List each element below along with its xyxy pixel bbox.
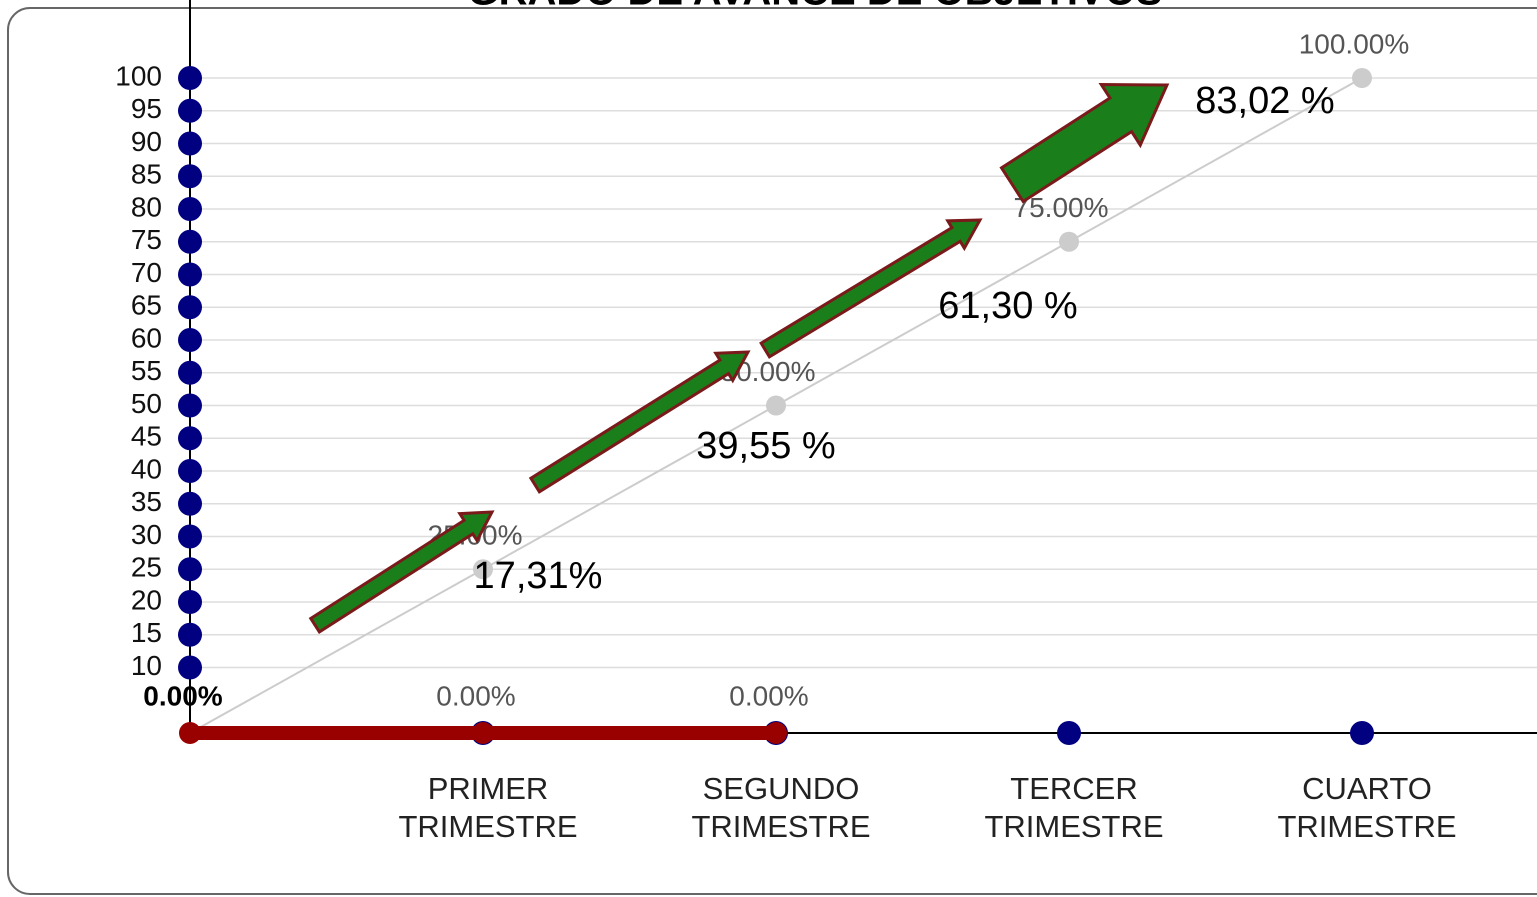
data-point	[472, 722, 494, 744]
y-tick-dot	[178, 557, 202, 582]
y-tick-dot	[178, 229, 202, 254]
y-tick-dot	[178, 197, 202, 221]
y-tick-dot	[178, 98, 202, 123]
y-tick-dot	[178, 164, 202, 189]
x-tick-label: TERCER TRIMESTRE	[984, 771, 1164, 844]
data-point	[179, 722, 201, 744]
y-tick-label: 30	[131, 519, 162, 550]
annotation: 61,30 %	[938, 285, 1077, 327]
y-tick-dot	[178, 622, 202, 647]
y-tick-dot	[178, 328, 202, 352]
y-tick-dot	[178, 491, 202, 516]
arrow	[528, 350, 751, 494]
y-tick-label: 35	[131, 486, 162, 517]
data-label: 100.00%	[1299, 28, 1410, 59]
data-point	[765, 722, 787, 744]
data-point	[1352, 68, 1372, 88]
y-tick-dot	[178, 393, 202, 418]
arrows	[308, 83, 1170, 634]
y-tick-dot	[178, 655, 202, 680]
y-tick-label: 60	[131, 322, 162, 353]
annotation: 17,31%	[474, 555, 603, 597]
data-label: 0.00%	[729, 680, 808, 711]
chart-title: GRADO DE AVANCE DE OBJETIVOS	[468, 0, 1163, 14]
y-tick-label: 10	[131, 650, 162, 681]
x-tick-label: PRIMER TRIMESTRE	[398, 771, 578, 844]
y-tick-dot	[178, 262, 202, 287]
y-tick-dot	[178, 590, 202, 614]
y-tick-label: 85	[131, 159, 162, 190]
data-label: 0.00%	[436, 680, 515, 711]
y-tick-label: 70	[131, 257, 162, 288]
arrow	[308, 510, 495, 634]
data-point	[1059, 231, 1079, 252]
x-tick-label: CUARTO TRIMESTRE	[1277, 771, 1457, 844]
y-tick-dot	[178, 524, 202, 549]
data-label: 0.00%	[143, 680, 222, 711]
data-point	[766, 395, 786, 416]
arrow	[999, 83, 1170, 204]
y-tick-dot	[178, 426, 202, 451]
y-tick-label: 50	[131, 388, 162, 419]
y-tick-label: 40	[131, 453, 162, 484]
y-tick-dot	[178, 360, 202, 385]
y-tick-dot	[178, 131, 202, 156]
y-tick-label: 100	[115, 60, 162, 91]
annotation: 83,02 %	[1195, 80, 1334, 122]
y-tick-label: 25	[131, 552, 162, 583]
annotation: 39,55 %	[696, 425, 835, 467]
y-tick-label: 65	[131, 290, 162, 321]
data-point	[473, 559, 493, 580]
y-tick-dot	[178, 66, 202, 90]
y-tick-label: 55	[131, 355, 162, 386]
y-tick-dot	[178, 295, 202, 320]
y-tick-label: 75	[131, 224, 162, 255]
y-tick-label: 95	[131, 93, 162, 124]
y-tick-dot	[178, 459, 202, 483]
y-tick-label: 90	[131, 126, 162, 157]
y-tick-label: 20	[131, 584, 162, 615]
frame	[7, 7, 1537, 895]
y-tick-label: 80	[131, 191, 162, 222]
x-tick-dot	[1057, 721, 1081, 745]
y-tick-label: 15	[131, 617, 162, 648]
x-tick-label: SEGUNDO TRIMESTRE	[691, 771, 871, 844]
y-tick-label: 45	[131, 421, 162, 452]
arrow	[759, 218, 983, 359]
x-tick-dot	[1350, 721, 1374, 745]
